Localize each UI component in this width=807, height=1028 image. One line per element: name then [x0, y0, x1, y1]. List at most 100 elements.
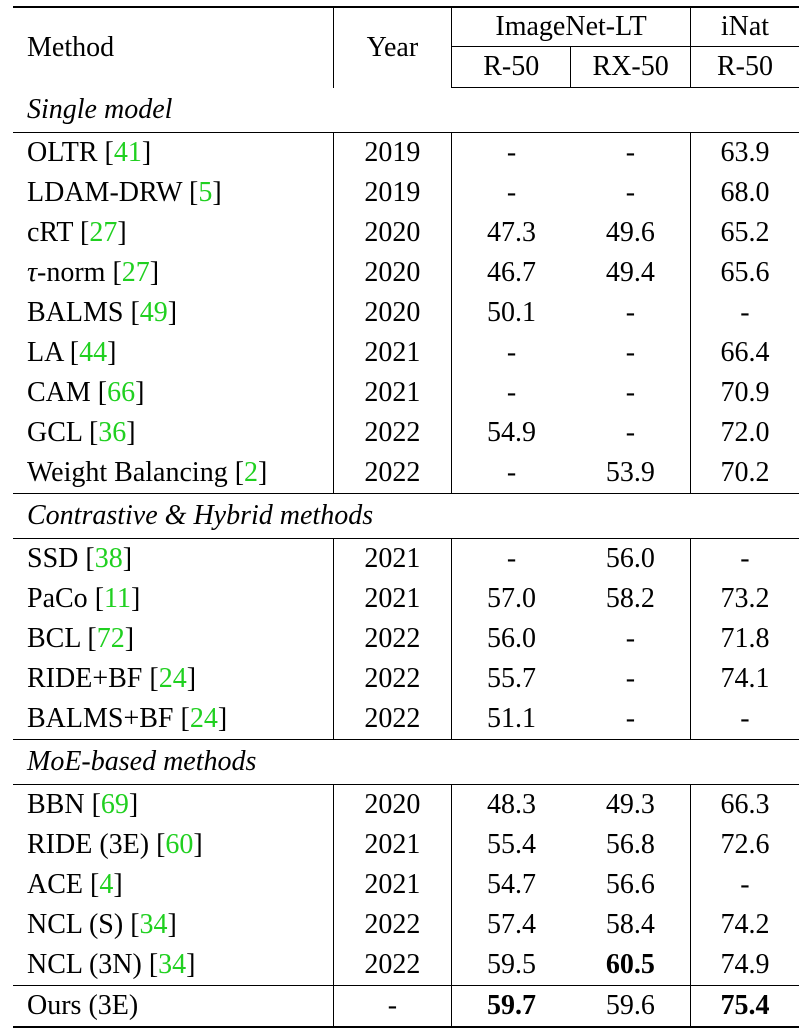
table-row: PaCo [11] 2021 57.0 58.2 73.2: [13, 579, 799, 619]
header-inat: iNat: [690, 6, 799, 47]
table-row: BALMS+BF [24] 2022 51.1- -: [13, 699, 799, 740]
imagenet-rx50-cell: 56.8: [570, 825, 691, 865]
header-imagenet-lt: ImageNet-LT: [451, 6, 691, 47]
results-table-container: Method Year ImageNet-LT iNat R-50 RX-50 …: [13, 6, 799, 1028]
header-imagenet-r50: R-50: [451, 46, 572, 88]
citation-link[interactable]: 27: [121, 257, 150, 288]
table-row: ACE [4] 2021 54.7 56.6 -: [13, 865, 799, 905]
table-row: Weight Balancing [2] 2022-53.9 70.2: [13, 453, 799, 494]
table-row: cRT [27] 2020 47.3 49.6 65.2: [13, 213, 799, 253]
imagenet-rx50-cell: -: [570, 619, 691, 659]
method-name: GCL [36]: [13, 413, 334, 453]
method-name: Weight Balancing [2]: [13, 453, 334, 494]
inat-r50-cell: 70.9: [720, 377, 770, 408]
inat-r50-cell: 68.0: [720, 177, 770, 208]
method-label: BBN: [27, 789, 85, 820]
citation-link[interactable]: 66: [107, 377, 136, 408]
method-name: ACE [4]: [13, 865, 334, 905]
imagenet-r50-cell: 59.7: [451, 985, 571, 1028]
header-row-1: Method Year ImageNet-LT iNat: [13, 6, 799, 88]
year-cell: 2021: [333, 538, 453, 579]
method-name: Ours (3E): [13, 985, 334, 1028]
imagenet-rx50-cell: -: [570, 413, 691, 453]
year-cell: 2021: [333, 825, 453, 865]
imagenet-rx50-cell: 58.2: [570, 579, 691, 619]
results-table: Method Year ImageNet-LT iNat R-50 RX-50 …: [13, 6, 799, 1028]
header-year: Year: [333, 6, 453, 88]
method-label: NCL (3N): [27, 949, 142, 980]
inat-r50-cell: 66.3: [720, 789, 770, 820]
year-cell: 2022: [333, 699, 453, 740]
year-cell: 2019: [333, 173, 453, 213]
year-cell: 2022: [333, 453, 453, 494]
imagenet-rx50-cell: 56.6: [570, 865, 691, 905]
method-name: NCL (S) [34]: [13, 905, 334, 945]
section-title: Single model: [13, 87, 799, 133]
year-cell: 2020: [333, 784, 453, 825]
imagenet-r50-cell: 48.3: [486, 789, 536, 820]
inat-r50-cell: -: [740, 543, 750, 574]
inat-r50-cell: 72.6: [720, 829, 770, 860]
method-label: cRT: [27, 217, 74, 248]
inat-r50-cell: 74.2: [720, 909, 770, 940]
header-imagenet-rx50: RX-50: [570, 46, 691, 88]
section-title: MoE-based methods: [13, 739, 799, 785]
table-row: RIDE+BF [24] 2022 55.7 -74.1: [13, 659, 799, 699]
header-inat-r50: R-50: [690, 46, 799, 88]
imagenet-r50-cell: 54.9: [486, 417, 536, 448]
method-label: OLTR: [27, 137, 98, 168]
table-row: OLTR [41] 2019- -63.9: [13, 132, 799, 173]
citation-link[interactable]: 49: [139, 297, 168, 328]
citation-link[interactable]: 38: [94, 543, 123, 574]
imagenet-r50-cell: -: [506, 543, 517, 574]
imagenet-r50-cell: 55.4: [486, 829, 536, 860]
imagenet-rx50-cell: -: [570, 333, 691, 373]
citation-link[interactable]: 72: [96, 623, 125, 654]
method-name: OLTR [41]: [13, 132, 334, 173]
method-label: BCL: [27, 623, 81, 654]
method-label: PaCo: [27, 583, 88, 614]
inat-r50-cell: 66.4: [720, 337, 770, 368]
citation-link[interactable]: 4: [99, 869, 114, 900]
citation-link[interactable]: 69: [100, 789, 129, 820]
citation-link[interactable]: 5: [198, 177, 213, 208]
citation-link[interactable]: 27: [89, 217, 118, 248]
year-cell: 2021: [333, 373, 453, 413]
imagenet-rx50-cell: 58.4: [570, 905, 691, 945]
imagenet-rx50-cell: -: [570, 132, 691, 173]
citation-link[interactable]: 41: [113, 137, 142, 168]
header-method: Method: [13, 6, 334, 88]
method-name: RIDE (3E) [60]: [13, 825, 334, 865]
imagenet-rx50-cell: -: [570, 173, 691, 213]
citation-link[interactable]: 2: [244, 457, 259, 488]
inat-r50-cell: 71.8: [720, 623, 770, 654]
year-cell: 2022: [333, 659, 453, 699]
table-row: BALMS [49] 2020 50.1 - -: [13, 293, 799, 333]
year-cell: 2021: [333, 865, 453, 905]
citation-link[interactable]: 11: [104, 583, 131, 614]
imagenet-r50-cell: -: [451, 453, 571, 494]
year-cell: 2020: [333, 293, 453, 333]
citation-link[interactable]: 44: [79, 337, 108, 368]
method-label: BALMS: [27, 297, 124, 328]
imagenet-r50-cell: 57.4: [486, 909, 536, 940]
imagenet-rx50-cell: 49.6: [570, 213, 691, 253]
table-row: GCL [36] 2022 54.9 -72.0: [13, 413, 799, 453]
imagenet-rx50-cell: 49.4: [570, 253, 691, 293]
citation-link[interactable]: 34: [158, 949, 187, 980]
citation-link[interactable]: 24: [158, 663, 187, 694]
table-row: BCL [72] 2022 56.0 -71.8: [13, 619, 799, 659]
imagenet-r50-cell: -: [506, 177, 517, 208]
imagenet-r50-cell: 55.7: [486, 663, 536, 694]
table-row: LA [44] 2021- -66.4: [13, 333, 799, 373]
citation-link[interactable]: 60: [165, 829, 194, 860]
imagenet-r50-cell: 51.1: [451, 699, 571, 740]
imagenet-rx50-cell: 59.6: [570, 985, 691, 1028]
table-row: NCL (S) [34] 2022 57.4 58.4 74.2: [13, 905, 799, 945]
citation-link[interactable]: 24: [189, 703, 218, 734]
citation-link[interactable]: 36: [98, 417, 127, 448]
year-cell: 2020: [333, 253, 453, 293]
inat-r50-cell: 70.2: [690, 453, 799, 494]
citation-link[interactable]: 34: [139, 909, 168, 940]
imagenet-rx50-cell: 60.5: [570, 945, 691, 986]
